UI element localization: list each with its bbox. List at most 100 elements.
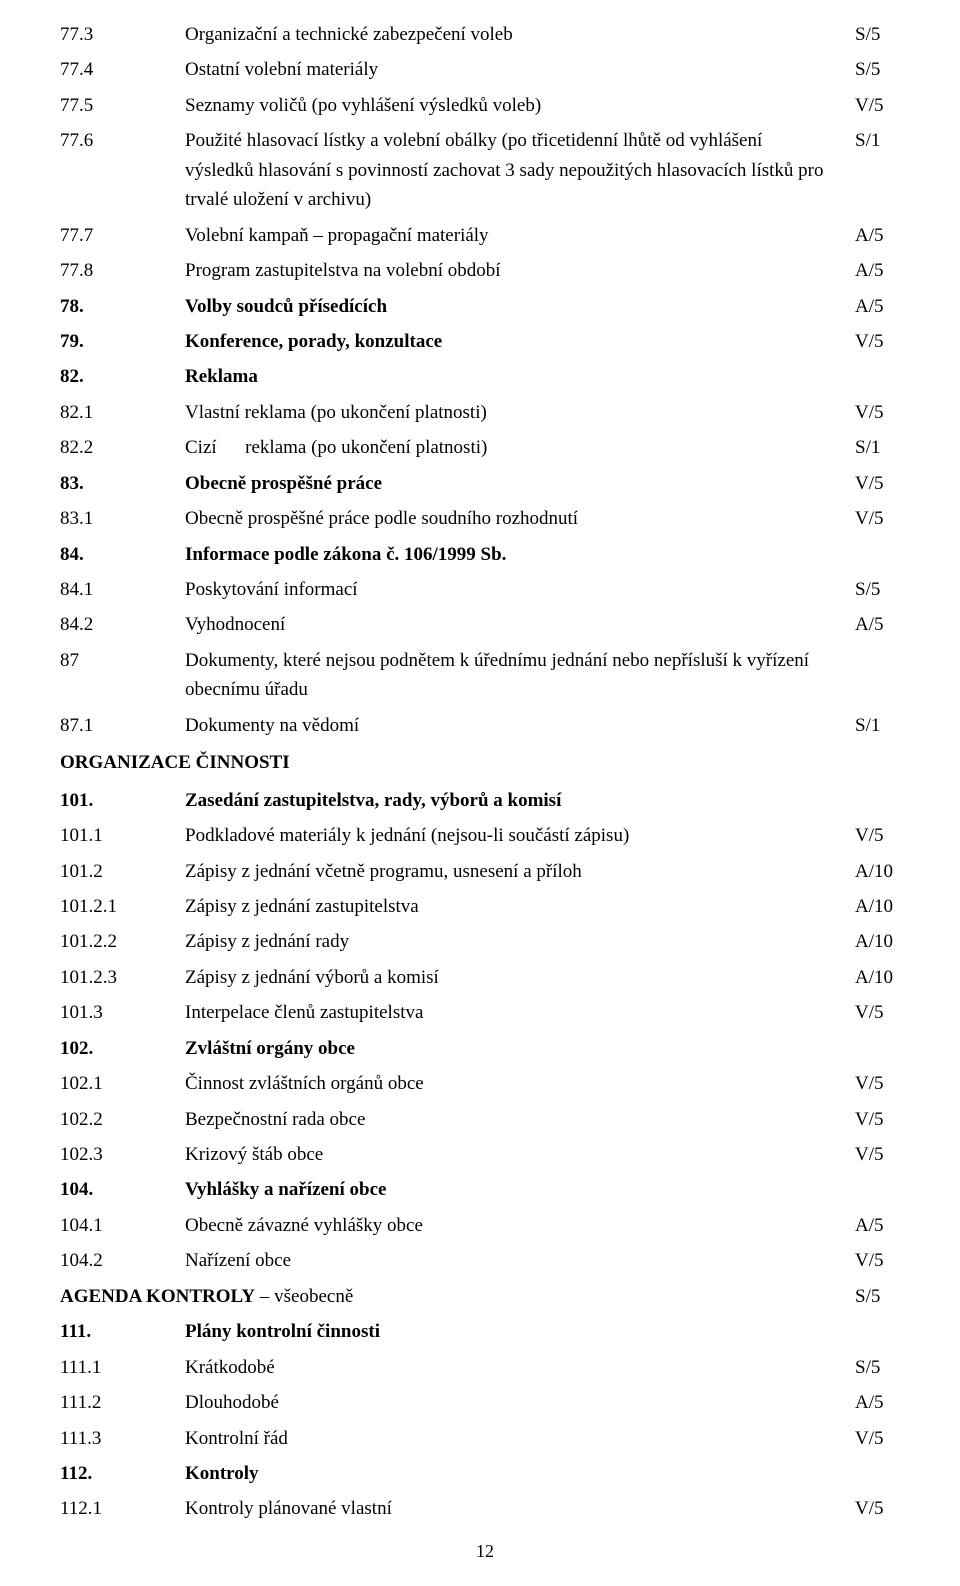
list-row: 82.1Vlastní reklama (po ukončení platnos… bbox=[60, 398, 910, 427]
row-number: 77.7 bbox=[60, 221, 185, 250]
row-description: AGENDA KONTROLY – všeobecně bbox=[60, 1282, 855, 1311]
row-description: Seznamy voličů (po vyhlášení výsledků vo… bbox=[185, 91, 855, 120]
list-row: 78.Volby soudců přísedícíchA/5 bbox=[60, 292, 910, 321]
row-description: Zápisy z jednání výborů a komisí bbox=[185, 963, 855, 992]
row-description: Vyhlášky a nařízení obce bbox=[185, 1175, 855, 1204]
list-row: 84.2VyhodnoceníA/5 bbox=[60, 610, 910, 639]
list-row: 77.7Volební kampaň – propagační materiál… bbox=[60, 221, 910, 250]
row-description: Zápisy z jednání rady bbox=[185, 927, 855, 956]
row-description: Dlouhodobé bbox=[185, 1388, 855, 1417]
list-row: 77.4Ostatní volební materiályS/5 bbox=[60, 55, 910, 84]
list-row: 102.1Činnost zvláštních orgánů obceV/5 bbox=[60, 1069, 910, 1098]
row-description: Informace podle zákona č. 106/1999 Sb. bbox=[185, 540, 855, 569]
list-row: 102.2Bezpečnostní rada obceV/5 bbox=[60, 1105, 910, 1134]
row-mark: A/5 bbox=[855, 221, 910, 250]
row-number: 84. bbox=[60, 540, 185, 569]
list-row: 101.2.3Zápisy z jednání výborů a komisíA… bbox=[60, 963, 910, 992]
row-mark: S/1 bbox=[855, 126, 910, 155]
row-description: Kontroly plánované vlastní bbox=[185, 1494, 855, 1523]
list-row: AGENDA KONTROLY – všeobecněS/5 bbox=[60, 1282, 910, 1311]
row-description: Konference, porady, konzultace bbox=[185, 327, 855, 356]
row-description: Použité hlasovací lístky a volební obálk… bbox=[185, 126, 855, 214]
list-row: 101.3Interpelace členů zastupitelstvaV/5 bbox=[60, 998, 910, 1027]
list-row: 82.2Cizí reklama (po ukončení platnosti)… bbox=[60, 433, 910, 462]
row-description: Kontrolní řád bbox=[185, 1424, 855, 1453]
row-description: Obecně prospěšné práce podle soudního ro… bbox=[185, 504, 855, 533]
list-row: 111.2DlouhodobéA/5 bbox=[60, 1388, 910, 1417]
row-number: 112. bbox=[60, 1459, 185, 1488]
row-number: 101.3 bbox=[60, 998, 185, 1027]
section-heading: ORGANIZACE ČINNOSTI bbox=[60, 748, 910, 777]
row-number: 79. bbox=[60, 327, 185, 356]
row-mark: V/5 bbox=[855, 1069, 910, 1098]
row-number: 84.2 bbox=[60, 610, 185, 639]
row-mark: V/5 bbox=[855, 1494, 910, 1523]
list-row: 84.1Poskytování informacíS/5 bbox=[60, 575, 910, 604]
list-row: 87.1Dokumenty na vědomíS/1 bbox=[60, 711, 910, 740]
row-description: Program zastupitelstva na volební období bbox=[185, 256, 855, 285]
row-number: 102. bbox=[60, 1034, 185, 1063]
row-description: Cizí reklama (po ukončení platnosti) bbox=[185, 433, 855, 462]
row-number: 87 bbox=[60, 646, 185, 675]
row-number: 77.3 bbox=[60, 20, 185, 49]
row-description: Dokumenty na vědomí bbox=[185, 711, 855, 740]
list-row: 102.Zvláštní orgány obce bbox=[60, 1034, 910, 1063]
list-row: 104.1Obecně závazné vyhlášky obceA/5 bbox=[60, 1211, 910, 1240]
row-description: Plány kontrolní činnosti bbox=[185, 1317, 855, 1346]
row-number: 83. bbox=[60, 469, 185, 498]
row-mark: A/5 bbox=[855, 610, 910, 639]
row-description: Vyhodnocení bbox=[185, 610, 855, 639]
list-row: 112.Kontroly bbox=[60, 1459, 910, 1488]
list-row: 104.Vyhlášky a nařízení obce bbox=[60, 1175, 910, 1204]
row-mark: S/1 bbox=[855, 711, 910, 740]
row-description: Zápisy z jednání včetně programu, usnese… bbox=[185, 857, 855, 886]
list-row: 77.8Program zastupitelstva na volební ob… bbox=[60, 256, 910, 285]
list-row: 111.3Kontrolní řádV/5 bbox=[60, 1424, 910, 1453]
list-row: 112.1Kontroly plánované vlastníV/5 bbox=[60, 1494, 910, 1523]
row-number: 102.1 bbox=[60, 1069, 185, 1098]
row-mark: S/5 bbox=[855, 1282, 910, 1311]
row-description: Interpelace členů zastupitelstva bbox=[185, 998, 855, 1027]
row-description: Zasedání zastupitelstva, rady, výborů a … bbox=[185, 786, 855, 815]
row-number: 101.1 bbox=[60, 821, 185, 850]
list-row: 101.2.1Zápisy z jednání zastupitelstvaA/… bbox=[60, 892, 910, 921]
row-description: Ostatní volební materiály bbox=[185, 55, 855, 84]
row-number: 77.4 bbox=[60, 55, 185, 84]
row-mark: V/5 bbox=[855, 398, 910, 427]
row-number: 101.2.1 bbox=[60, 892, 185, 921]
row-description: Činnost zvláštních orgánů obce bbox=[185, 1069, 855, 1098]
row-number: 77.8 bbox=[60, 256, 185, 285]
list-row: 102.3Krizový štáb obceV/5 bbox=[60, 1140, 910, 1169]
page-number: 12 bbox=[60, 1538, 910, 1566]
row-mark: V/5 bbox=[855, 504, 910, 533]
document-body: 77.3Organizační a technické zabezpečení … bbox=[60, 20, 910, 1524]
row-number: 82.2 bbox=[60, 433, 185, 462]
row-number: 112.1 bbox=[60, 1494, 185, 1523]
row-description: Volební kampaň – propagační materiály bbox=[185, 221, 855, 250]
list-row: 101.Zasedání zastupitelstva, rady, výbor… bbox=[60, 786, 910, 815]
row-mark: V/5 bbox=[855, 1424, 910, 1453]
row-number: 111.1 bbox=[60, 1353, 185, 1382]
list-row: 83.1Obecně prospěšné práce podle soudníh… bbox=[60, 504, 910, 533]
row-number: 83.1 bbox=[60, 504, 185, 533]
row-mark: A/5 bbox=[855, 292, 910, 321]
list-row: 111.1KrátkodobéS/5 bbox=[60, 1353, 910, 1382]
row-mark: S/5 bbox=[855, 55, 910, 84]
row-number: 101. bbox=[60, 786, 185, 815]
row-mark: S/5 bbox=[855, 20, 910, 49]
row-mark: A/10 bbox=[855, 963, 910, 992]
row-mark: A/10 bbox=[855, 892, 910, 921]
row-number: 104.2 bbox=[60, 1246, 185, 1275]
row-description: Organizační a technické zabezpečení vole… bbox=[185, 20, 855, 49]
row-number: 104. bbox=[60, 1175, 185, 1204]
list-row: 87Dokumenty, které nejsou podnětem k úře… bbox=[60, 646, 910, 705]
row-mark: A/5 bbox=[855, 256, 910, 285]
row-mark: V/5 bbox=[855, 1105, 910, 1134]
list-row: 77.5Seznamy voličů (po vyhlášení výsledk… bbox=[60, 91, 910, 120]
row-description: Zvláštní orgány obce bbox=[185, 1034, 855, 1063]
row-mark: A/5 bbox=[855, 1211, 910, 1240]
row-number: 82. bbox=[60, 362, 185, 391]
row-number: 102.3 bbox=[60, 1140, 185, 1169]
row-mark: V/5 bbox=[855, 327, 910, 356]
row-number: 104.1 bbox=[60, 1211, 185, 1240]
